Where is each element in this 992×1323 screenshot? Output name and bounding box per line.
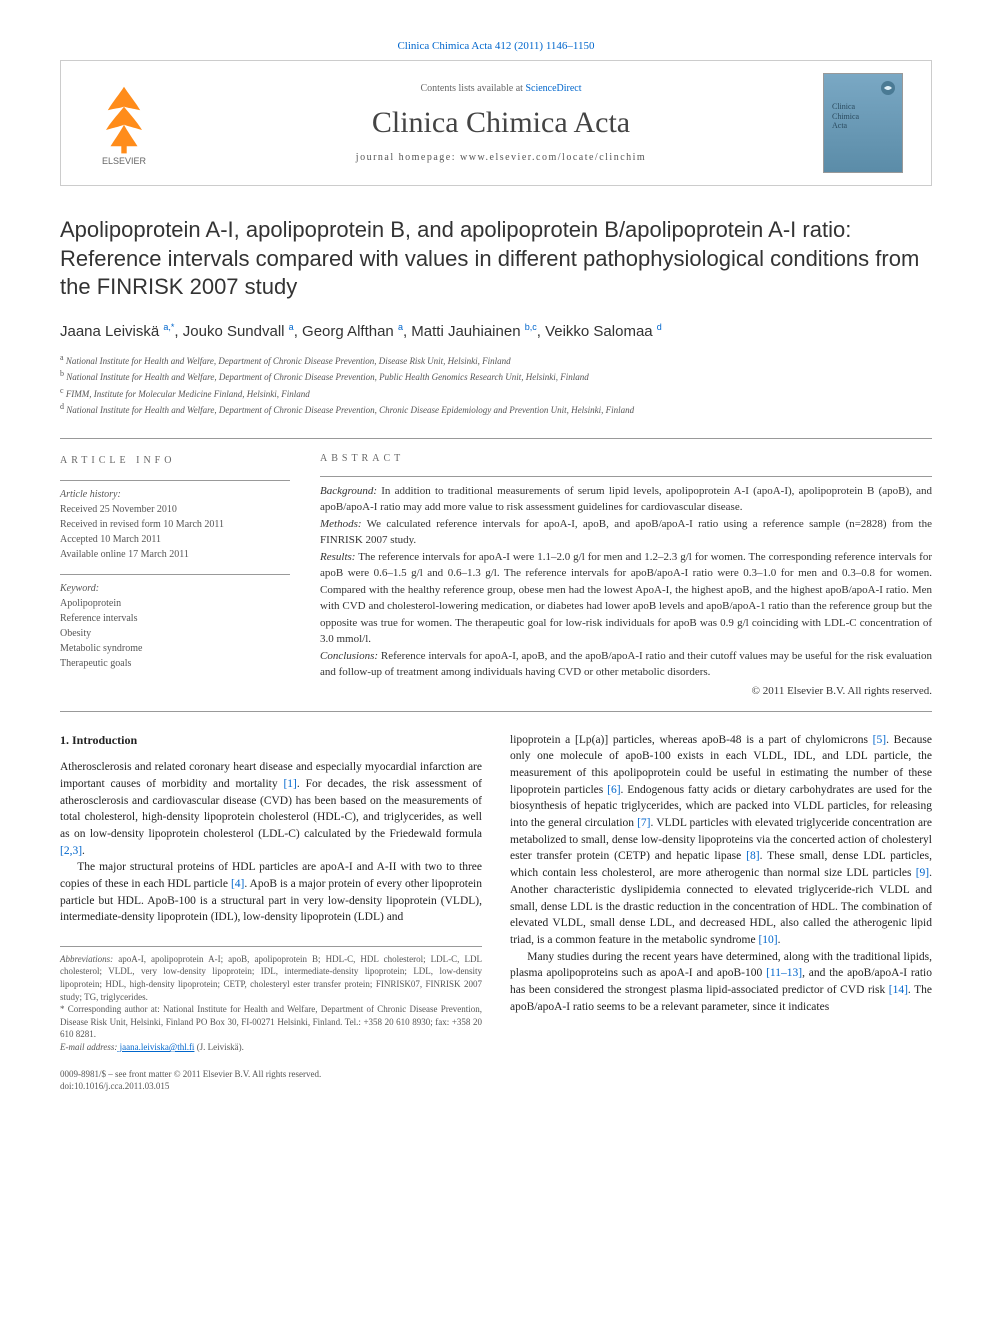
citation-ref[interactable]: [5] [873,734,886,746]
abbrev-label: Abbreviations: [60,954,113,964]
abstract-section: Background: In addition to traditional m… [320,483,932,516]
email-link[interactable]: jaana.leiviska@thl.fi [117,1042,194,1052]
corr-text: Corresponding author at: National Instit… [60,1004,482,1039]
contents-available: Contents lists available at ScienceDirec… [199,83,803,94]
citation-ref[interactable]: [7] [637,817,650,829]
journal-cover-thumbnail: Clinica Chimica Acta [823,73,903,173]
citation-ref[interactable]: [1] [283,778,296,790]
history-item: Available online 17 March 2011 [60,547,290,562]
abstract-block: ABSTRACT Background: In addition to trad… [320,453,932,697]
citation-ref[interactable]: [8] [746,850,759,862]
history-item: Accepted 10 March 2011 [60,532,290,547]
citation-ref[interactable]: [10] [758,934,777,946]
citation-ref[interactable]: [6] [607,784,620,796]
author: Jaana Leiviskä a,* [60,323,174,340]
keyword-item: Reference intervals [60,611,290,626]
sciencedirect-link[interactable]: ScienceDirect [525,83,581,94]
keyword-item: Therapeutic goals [60,656,290,671]
doi-block: 0009-8981/$ – see front matter © 2011 El… [60,1068,482,1093]
body-paragraph: The major structural proteins of HDL par… [60,859,482,926]
history-label: Article history: [60,487,290,502]
journal-header: ELSEVIER Contents lists available at Sci… [60,60,932,186]
body-column-left: 1. Introduction Atherosclerosis and rela… [60,732,482,1093]
citation-link[interactable]: Clinica Chimica Acta 412 (2011) 1146–115… [60,40,932,52]
article-info-head: ARTICLE INFO [60,453,290,468]
affiliation: b National Institute for Health and Welf… [60,368,932,385]
author: Matti Jauhiainen b,c [411,323,536,340]
abstract-section: Methods: We calculated reference interva… [320,516,932,549]
article-info-sidebar: ARTICLE INFO Article history: Received 2… [60,453,290,697]
abstract-copyright: © 2011 Elsevier B.V. All rights reserved… [320,685,932,697]
citation-ref[interactable]: [4] [231,878,244,890]
journal-name: Clinica Chimica Acta [199,106,803,140]
keyword-item: Metabolic syndrome [60,641,290,656]
history-item: Received in revised form 10 March 2011 [60,517,290,532]
history-item: Received 25 November 2010 [60,502,290,517]
intro-heading: 1. Introduction [60,732,482,749]
abstract-section: Results: The reference intervals for apo… [320,549,932,648]
article-title: Apolipoprotein A-I, apolipoprotein B, an… [60,216,932,302]
footnotes: Abbreviations: apoA-I, apolipoprotein A-… [60,946,482,1054]
body-column-right: lipoprotein a [Lp(a)] particles, whereas… [510,732,932,1093]
email-suffix: (J. Leiviskä). [194,1042,244,1052]
abstract-section: Conclusions: Reference intervals for apo… [320,648,932,681]
abbrev-text: apoA-I, apolipoprotein A-I; apoB, apolip… [60,954,482,1002]
front-matter-line: 0009-8981/$ – see front matter © 2011 El… [60,1068,482,1081]
author: Veikko Salomaa d [545,323,662,340]
citation-ref[interactable]: [14] [889,984,908,996]
affiliation: c FIMM, Institute for Molecular Medicine… [60,385,932,402]
affiliations-list: a National Institute for Health and Welf… [60,352,932,418]
affiliation: a National Institute for Health and Welf… [60,352,932,369]
body-paragraph: Many studies during the recent years hav… [510,949,932,1016]
keyword-item: Obesity [60,626,290,641]
citation-ref[interactable]: [9] [916,867,929,879]
elsevier-logo: ELSEVIER [79,76,179,171]
citation-ref[interactable]: [2,3] [60,845,82,857]
abstract-head: ABSTRACT [320,453,932,464]
doi-line: doi:10.1016/j.cca.2011.03.015 [60,1080,482,1093]
journal-homepage: journal homepage: www.elsevier.com/locat… [199,152,803,163]
email-label: E-mail address: [60,1042,117,1052]
keyword-label: Keyword: [60,581,290,596]
citation-ref[interactable]: [11–13] [766,967,802,979]
body-paragraph: Atherosclerosis and related coronary hea… [60,759,482,859]
author: Jouko Sundvall a [183,323,294,340]
author: Georg Alfthan a [302,323,403,340]
affiliation: d National Institute for Health and Welf… [60,401,932,418]
body-paragraph: lipoprotein a [Lp(a)] particles, whereas… [510,732,932,949]
keyword-item: Apolipoprotein [60,596,290,611]
svg-text:ELSEVIER: ELSEVIER [102,156,147,166]
authors-list: Jaana Leiviskä a,*, Jouko Sundvall a, Ge… [60,322,932,340]
